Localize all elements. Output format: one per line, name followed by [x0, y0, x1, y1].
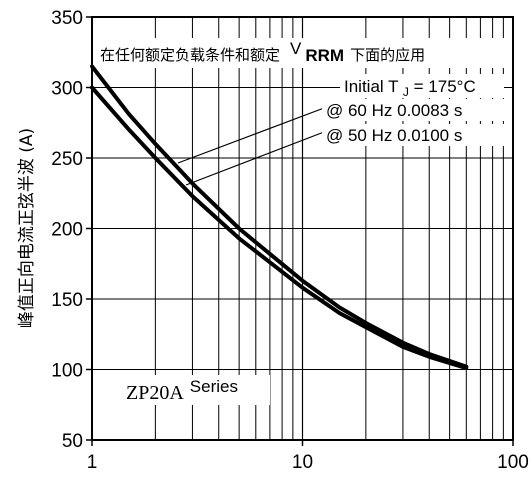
vrrm-sub: RRM — [305, 46, 344, 65]
tj-pre: Initial T — [344, 77, 398, 96]
y-tick-label: 50 — [62, 431, 83, 452]
y-tick-label: 100 — [51, 361, 83, 382]
line60-label: @ 60 Hz 0.0083 s — [326, 101, 462, 120]
series-layer — [90, 64, 469, 371]
y-tick-label: 150 — [51, 290, 83, 311]
tick-labels: 1 10 100 50 100 150 200 250 300 350 — [51, 8, 529, 473]
line50-label: @ 50 Hz 0.0100 s — [326, 126, 462, 145]
y-tick-label: 250 — [51, 149, 83, 170]
series-name-bg — [122, 375, 270, 405]
header-pre: 在任何额定负载条件和额定 — [100, 46, 280, 64]
series-name: ZP20A Series — [126, 377, 238, 404]
vrrm-v: V — [290, 39, 302, 58]
tj-sub: J — [403, 85, 409, 99]
series-line-50hz — [90, 85, 469, 371]
leader-line-50hz — [185, 131, 325, 186]
series-line-60hz — [90, 64, 469, 369]
y-tick-label: 200 — [51, 220, 83, 241]
x-tick-label: 10 — [292, 452, 313, 473]
series-suffix: Series — [190, 377, 238, 396]
x-tick-label: 1 — [87, 452, 98, 473]
header-label-bg — [96, 38, 508, 68]
y-tick-label: 300 — [51, 79, 83, 100]
header-post: 下面的应用 — [350, 46, 425, 64]
tj-label: Initial T J = 175°C — [344, 77, 476, 100]
y-axis-label: 峰值正向电流正弦半波 (A) — [17, 128, 37, 328]
line50-label-bg — [322, 124, 506, 146]
tj-label-bg — [340, 74, 504, 98]
y-tick-label: 350 — [51, 8, 83, 29]
tj-post: = 175°C — [414, 77, 476, 96]
line60-label-bg — [322, 99, 506, 121]
x-tick-label: 100 — [497, 452, 529, 473]
series-main: ZP20A — [126, 382, 184, 404]
leader-line-60hz — [177, 107, 325, 164]
header-label: 在任何额定负载条件和额定 V RRM 下面的应用 — [100, 39, 425, 65]
